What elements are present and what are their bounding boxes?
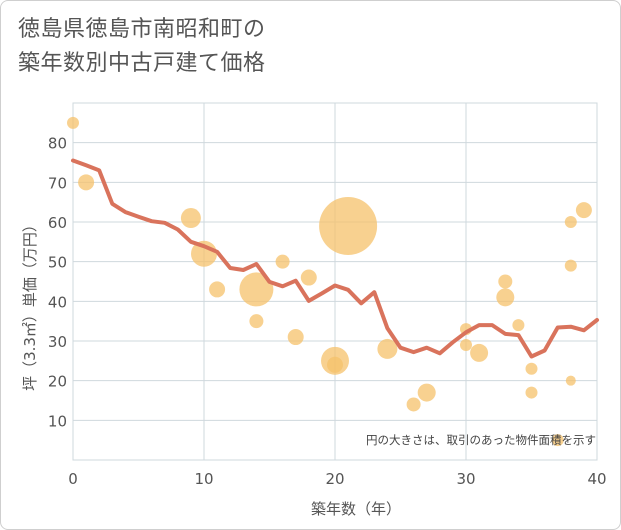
bubble-point (496, 288, 515, 307)
bubble-point (67, 116, 79, 129)
x-axis-title: 築年数（年） (311, 500, 401, 518)
y-tick-label: 70 (48, 174, 67, 192)
y-tick-label: 60 (48, 214, 67, 232)
bubble-point (249, 314, 264, 329)
bubble-point (287, 329, 304, 346)
line-layer (71, 158, 599, 359)
bubble-point (406, 397, 421, 412)
bubble-point (551, 434, 564, 447)
y-tick-label: 50 (48, 254, 67, 272)
bubble-point (512, 319, 525, 332)
bubble-point (300, 269, 317, 286)
bubble-point (525, 386, 538, 399)
bubble-point (460, 338, 472, 351)
bubble-point (564, 216, 577, 228)
x-tick-label: 0 (68, 470, 78, 488)
title-line-2: 築年数別中古戸建て価格 (18, 51, 266, 76)
bubble-point (564, 259, 577, 272)
bubble-point (377, 338, 398, 359)
bubble-point (209, 281, 226, 298)
title-line-1: 徳島県徳島市南昭和町の (18, 17, 266, 42)
bubble-point (78, 174, 95, 191)
y-axis-title: 坪（3.3㎡）単価（万円） (21, 217, 39, 391)
bubble-layer (67, 116, 592, 447)
y-tick-label: 80 (48, 135, 67, 153)
y-tick-label: 30 (48, 333, 67, 351)
average-price-line (71, 158, 599, 359)
bubble-point (327, 356, 343, 373)
x-tick-label: 30 (456, 470, 475, 488)
x-tick-label: 20 (325, 470, 344, 488)
bubble-point (180, 208, 201, 229)
grid-layer (72, 102, 598, 461)
x-tick-label: 10 (194, 470, 213, 488)
y-tick-label: 10 (48, 412, 67, 430)
bubble-point (319, 196, 378, 255)
bubble-point (525, 362, 538, 375)
x-tick-label: 40 (587, 470, 606, 488)
y-tick-label: 20 (48, 373, 67, 391)
bubble-point (498, 274, 513, 289)
y-tick-label: 40 (48, 293, 67, 311)
bubble-size-note: 円の大きさは、取引のあった物件面積を示す (366, 433, 596, 447)
bubble-point (239, 272, 274, 307)
tick-layer: 10 20 30 40 50 60 70 80 0 10 20 30 40 (48, 135, 607, 488)
bubble-point (565, 375, 576, 386)
bubble-point (417, 383, 436, 402)
bubble-point (575, 202, 592, 219)
chart-title: 徳島県徳島市南昭和町の 築年数別中古戸建て価格 (18, 13, 438, 81)
bubble-point (470, 343, 489, 362)
bubble-point (275, 254, 290, 269)
